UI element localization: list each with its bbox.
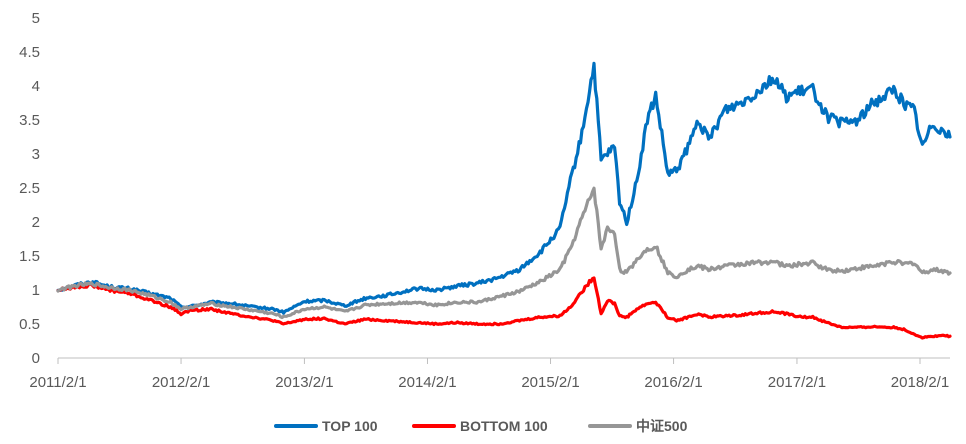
y-tick-label: 1 (32, 282, 40, 299)
y-tick-label: 0.5 (19, 316, 40, 333)
legend-label: 中证500 (636, 418, 688, 434)
y-axis-tick-labels: 0 0.5 1 1.5 2 2.5 3 3.5 4 4.5 5 (19, 10, 40, 367)
x-tick-label: 2011/2/1 (29, 374, 86, 391)
series-line-0 (56, 61, 952, 315)
y-tick-label: 3.5 (19, 112, 40, 129)
x-tick-label: 2017/2/1 (768, 374, 826, 391)
y-tick-label: 2.5 (19, 180, 40, 197)
series-lines (56, 61, 952, 340)
series-line-1 (56, 276, 952, 340)
plot-area (56, 61, 952, 364)
series-line-2 (56, 186, 952, 320)
x-tick-label: 2015/2/1 (521, 374, 579, 391)
legend: TOP 100 BOTTOM 100 中证500 (274, 418, 688, 434)
x-tick-label: 2012/2/1 (152, 374, 210, 391)
y-tick-label: 4 (32, 78, 40, 95)
legend-label: BOTTOM 100 (460, 418, 548, 434)
y-tick-label: 4.5 (19, 44, 40, 61)
x-tick-label: 2016/2/1 (644, 374, 702, 391)
legend-label: TOP 100 (322, 418, 378, 434)
x-axis-tick-labels: 2011/2/1 2012/2/1 2013/2/1 2014/2/1 2015/2/1… (29, 374, 949, 391)
y-tick-label: 2 (32, 214, 40, 231)
y-tick-label: 5 (32, 10, 40, 27)
y-tick-label: 0 (32, 350, 40, 367)
x-tick-label: 2014/2/1 (398, 374, 456, 391)
x-axis-tick-marks (57, 358, 921, 364)
y-tick-label: 3 (32, 146, 40, 163)
x-tick-label: 2013/2/1 (275, 374, 333, 391)
x-tick-label: 2018/2/1 (891, 374, 949, 391)
y-tick-label: 1.5 (19, 248, 40, 265)
